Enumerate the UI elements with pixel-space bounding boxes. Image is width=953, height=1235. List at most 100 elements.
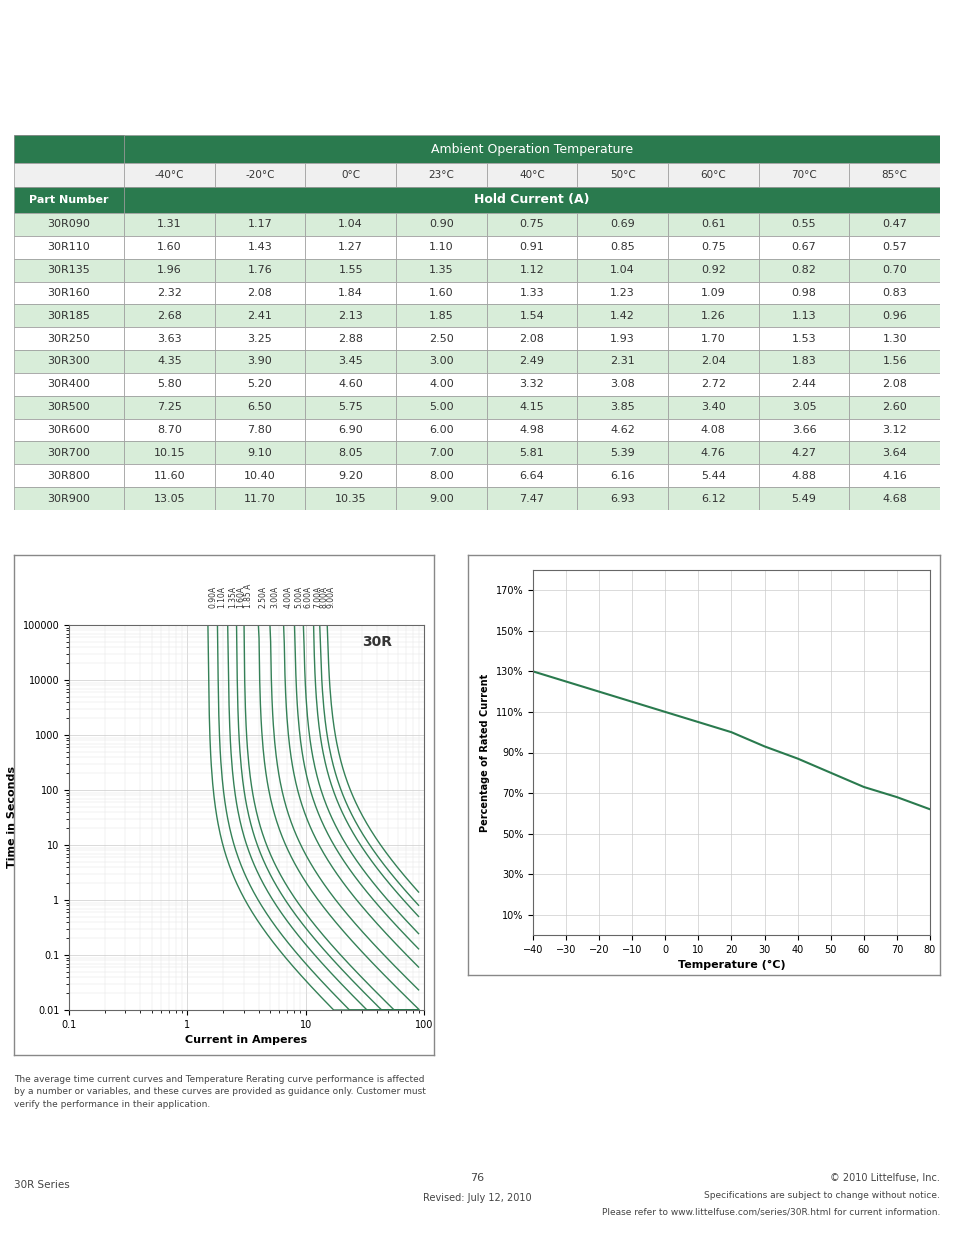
Bar: [848, 212, 939, 236]
Text: 5.75: 5.75: [338, 403, 363, 412]
Text: 6.00: 6.00: [429, 425, 454, 435]
Text: 8.70: 8.70: [156, 425, 182, 435]
Bar: [124, 464, 214, 487]
Text: 3.12: 3.12: [882, 425, 906, 435]
Text: 0.85: 0.85: [610, 242, 635, 252]
Text: 5.80: 5.80: [157, 379, 181, 389]
Text: ⚡⚡ Littelfuse®: ⚡⚡ Littelfuse®: [667, 19, 813, 37]
Bar: [758, 304, 848, 327]
Text: 3.08: 3.08: [610, 379, 635, 389]
Text: 0.55: 0.55: [791, 220, 816, 230]
Text: 30R500: 30R500: [48, 403, 91, 412]
Bar: [124, 350, 214, 373]
Bar: [305, 395, 395, 419]
Text: 30R600: 30R600: [48, 425, 91, 435]
Bar: [577, 373, 667, 395]
Bar: [124, 373, 214, 395]
Bar: [577, 350, 667, 373]
Bar: [214, 419, 305, 441]
Bar: [395, 327, 486, 350]
Text: 0.82: 0.82: [791, 266, 816, 275]
Bar: [214, 441, 305, 464]
Bar: [667, 373, 758, 395]
Text: Part Number: Part Number: [30, 195, 109, 205]
Text: 8.05: 8.05: [338, 448, 363, 458]
Text: 1.93: 1.93: [610, 333, 635, 343]
Bar: [667, 163, 758, 186]
Bar: [848, 163, 939, 186]
Text: 0.75: 0.75: [700, 242, 725, 252]
Text: 1.35: 1.35: [429, 266, 454, 275]
Text: 2.08: 2.08: [882, 379, 906, 389]
Bar: [395, 350, 486, 373]
Text: 2.04: 2.04: [700, 357, 725, 367]
Bar: [14, 441, 124, 464]
Text: 1.10: 1.10: [429, 242, 454, 252]
Text: 30R: 30R: [362, 635, 392, 648]
Bar: [395, 236, 486, 258]
X-axis label: Temperature (°C): Temperature (°C): [677, 961, 784, 971]
Text: 2.32: 2.32: [156, 288, 182, 298]
Bar: [214, 212, 305, 236]
Text: 0.90: 0.90: [429, 220, 454, 230]
Text: 5.20: 5.20: [248, 379, 273, 389]
Bar: [395, 373, 486, 395]
Bar: [486, 282, 577, 304]
Bar: [395, 487, 486, 510]
Text: 4.35: 4.35: [157, 357, 181, 367]
Text: 1.60A: 1.60A: [236, 587, 245, 609]
Bar: [758, 373, 848, 395]
Bar: [395, 441, 486, 464]
Text: 0.47: 0.47: [882, 220, 906, 230]
Text: 0.92: 0.92: [700, 266, 725, 275]
Text: © 2010 Littelfuse, Inc.: © 2010 Littelfuse, Inc.: [829, 1173, 939, 1183]
Bar: [486, 395, 577, 419]
Text: 1.84: 1.84: [338, 288, 363, 298]
Text: 2.13: 2.13: [338, 311, 363, 321]
Y-axis label: Time in Seconds: Time in Seconds: [7, 767, 17, 868]
Bar: [758, 395, 848, 419]
Text: 0.96: 0.96: [882, 311, 906, 321]
Bar: [758, 350, 848, 373]
Text: 1.56: 1.56: [882, 357, 906, 367]
Bar: [758, 487, 848, 510]
Bar: [395, 395, 486, 419]
Text: 3.25: 3.25: [248, 333, 273, 343]
Y-axis label: Percentage of Rated Current: Percentage of Rated Current: [479, 673, 490, 831]
Bar: [395, 212, 486, 236]
Bar: [848, 304, 939, 327]
Text: 4.00: 4.00: [429, 379, 454, 389]
Bar: [124, 282, 214, 304]
Text: 7.00A: 7.00A: [313, 587, 321, 609]
Text: 3.85: 3.85: [610, 403, 635, 412]
Text: 1.76: 1.76: [248, 266, 273, 275]
Text: 5.39: 5.39: [610, 448, 635, 458]
Text: 1.31: 1.31: [157, 220, 181, 230]
Text: 1.26: 1.26: [700, 311, 725, 321]
Bar: [124, 304, 214, 327]
Bar: [486, 163, 577, 186]
Bar: [14, 186, 124, 212]
Bar: [305, 441, 395, 464]
Text: 3.63: 3.63: [157, 333, 181, 343]
Text: 2.44: 2.44: [791, 379, 816, 389]
Text: 4.68: 4.68: [882, 494, 906, 504]
Text: 3.64: 3.64: [882, 448, 906, 458]
Text: 4.62: 4.62: [610, 425, 635, 435]
Bar: [758, 327, 848, 350]
Text: 1.10A: 1.10A: [217, 587, 226, 609]
Text: 0.57: 0.57: [882, 242, 906, 252]
Bar: [124, 441, 214, 464]
Text: 0°C: 0°C: [341, 170, 360, 180]
Text: -40°C: -40°C: [154, 170, 184, 180]
Bar: [577, 163, 667, 186]
Text: 30R300: 30R300: [48, 357, 91, 367]
Text: 11.70: 11.70: [244, 494, 275, 504]
Text: 3.45: 3.45: [338, 357, 363, 367]
Text: 40°C: 40°C: [518, 170, 544, 180]
Bar: [214, 236, 305, 258]
Text: 30R250: 30R250: [48, 333, 91, 343]
Bar: [305, 236, 395, 258]
Bar: [486, 419, 577, 441]
Text: 1.27: 1.27: [338, 242, 363, 252]
